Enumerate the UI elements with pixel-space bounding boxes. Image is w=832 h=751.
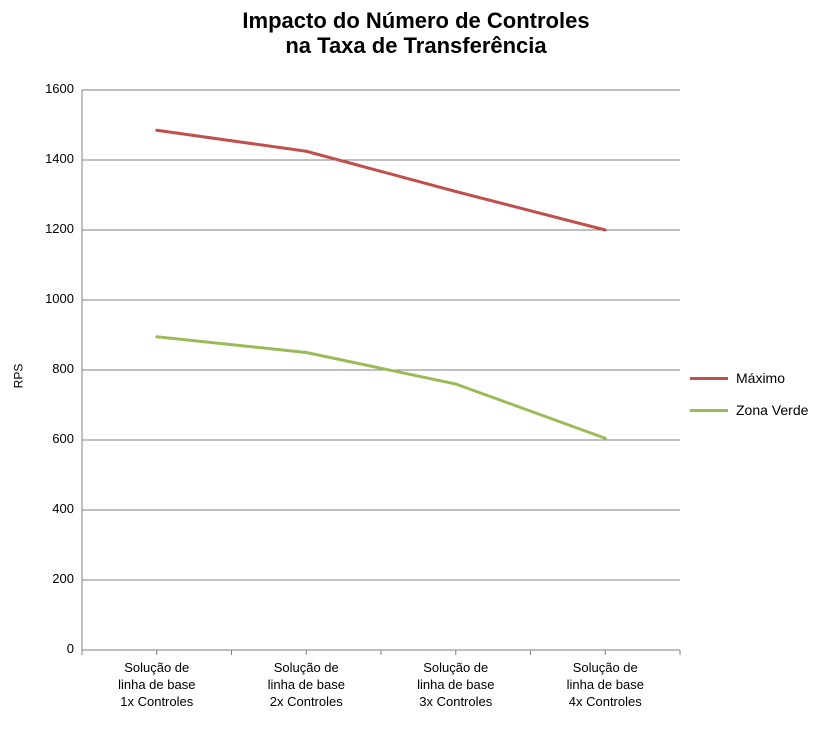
x-tick-line: Solução de xyxy=(573,660,638,675)
legend: Máximo Zona Verde xyxy=(690,370,808,434)
legend-label: Zona Verde xyxy=(736,402,808,418)
y-tick-label: 0 xyxy=(0,641,74,656)
x-tick-line: 3x Controles xyxy=(419,694,492,709)
y-tick-label: 1200 xyxy=(0,221,74,236)
y-tick-label: 1000 xyxy=(0,291,74,306)
y-tick-label: 1600 xyxy=(0,81,74,96)
x-tick-label: Solução de linha de base 4x Controles xyxy=(535,660,675,711)
x-tick-label: Solução de linha de base 2x Controles xyxy=(236,660,376,711)
x-tick-line: 4x Controles xyxy=(569,694,642,709)
x-tick-label: Solução de linha de base 3x Controles xyxy=(386,660,526,711)
y-tick-label: 200 xyxy=(0,571,74,586)
legend-swatch xyxy=(690,409,728,412)
x-tick-line: Solução de xyxy=(274,660,339,675)
legend-item: Zona Verde xyxy=(690,402,808,418)
series-line xyxy=(157,337,606,439)
legend-label: Máximo xyxy=(736,370,785,386)
x-tick-line: Solução de xyxy=(423,660,488,675)
x-tick-line: Solução de xyxy=(124,660,189,675)
x-tick-line: linha de base xyxy=(118,677,195,692)
y-tick-label: 400 xyxy=(0,501,74,516)
y-tick-label: 1400 xyxy=(0,151,74,166)
x-tick-line: linha de base xyxy=(268,677,345,692)
legend-item: Máximo xyxy=(690,370,808,386)
line-chart: Impacto do Número de Controles na Taxa d… xyxy=(0,0,832,751)
x-tick-line: 2x Controles xyxy=(270,694,343,709)
x-tick-line: linha de base xyxy=(567,677,644,692)
x-tick-line: 1x Controles xyxy=(120,694,193,709)
series-line xyxy=(157,130,606,230)
x-tick-label: Solução de linha de base 1x Controles xyxy=(87,660,227,711)
y-tick-label: 600 xyxy=(0,431,74,446)
legend-swatch xyxy=(690,377,728,380)
x-tick-line: linha de base xyxy=(417,677,494,692)
y-tick-label: 800 xyxy=(0,361,74,376)
